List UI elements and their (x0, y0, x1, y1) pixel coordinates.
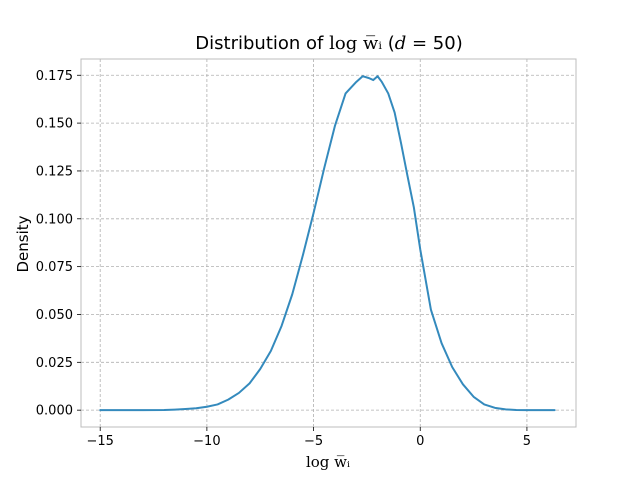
x-axis-label: log w̅ᵢ (306, 453, 350, 471)
plot-frame (80, 58, 577, 428)
y-tick-label: 0.100 (36, 212, 73, 227)
x-tick-label: 5 (523, 434, 531, 449)
y-tick-label: 0.000 (36, 404, 73, 419)
series (99, 75, 556, 412)
y-tick-label: 0.075 (36, 260, 73, 275)
chart-title: Distribution of log w̅ᵢ (d = 50) (195, 33, 462, 54)
ticks: −15 −10 −5 0 5 0.000 0.025 0.050 0.075 0.100 0.125… (36, 69, 531, 449)
plot-area (81, 59, 576, 427)
y-tick-label: 0.150 (36, 117, 73, 132)
y-tick-label: 0.125 (36, 164, 73, 179)
y-axis-label: Density (14, 215, 32, 272)
x-tick-label: −15 (86, 434, 113, 449)
x-tick-label: −5 (304, 434, 323, 449)
y-tick-label: 0.050 (36, 308, 73, 323)
grid (81, 59, 576, 427)
y-tick-label: 0.025 (36, 356, 73, 371)
y-tick-label: 0.175 (36, 69, 73, 84)
x-tick-label: −10 (193, 434, 220, 449)
density-line (99, 75, 556, 412)
x-tick-label: 0 (416, 434, 424, 449)
